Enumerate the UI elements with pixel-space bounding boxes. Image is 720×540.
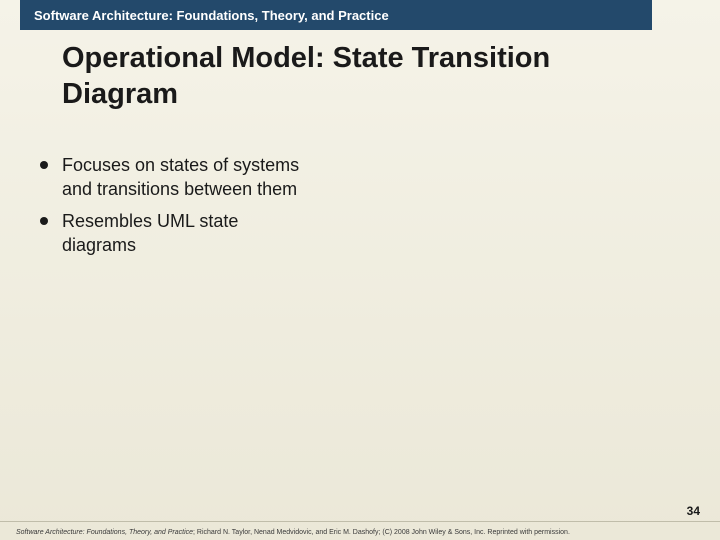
bullet-text: Resembles UML state diagrams [62,211,238,255]
footer-rest: ; Richard N. Taylor, Nenad Medvidovic, a… [193,529,570,536]
slide-title: Operational Model: State Transition Diag… [62,40,622,113]
header-bar: Software Architecture: Foundations, Theo… [20,0,652,30]
bullet-dot-icon [40,217,48,225]
header-title: Software Architecture: Foundations, Theo… [34,8,389,23]
bullet-text: Focuses on states of systems and transit… [62,155,299,199]
footer-book-title: Software Architecture: Foundations, Theo… [16,529,193,536]
bullet-list: Focuses on states of systems and transit… [32,153,312,258]
footer-divider [0,521,720,522]
footer-citation: Software Architecture: Foundations, Theo… [16,529,570,536]
bullet-dot-icon [40,161,48,169]
list-item: Resembles UML state diagrams [32,209,312,258]
page-number: 34 [687,504,700,518]
list-item: Focuses on states of systems and transit… [32,153,312,202]
content-area: Focuses on states of systems and transit… [32,153,312,258]
